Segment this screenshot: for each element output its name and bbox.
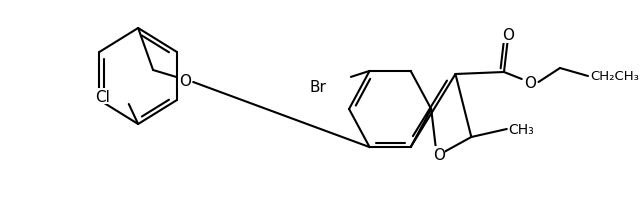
- Text: Cl: Cl: [95, 89, 110, 104]
- Text: O: O: [524, 75, 536, 90]
- Text: CH₂CH₃: CH₂CH₃: [590, 70, 639, 83]
- Text: O: O: [179, 73, 191, 88]
- Text: O: O: [502, 28, 514, 43]
- Text: CH₃: CH₃: [509, 122, 534, 136]
- Text: O: O: [433, 147, 445, 162]
- Text: Br: Br: [310, 80, 326, 95]
